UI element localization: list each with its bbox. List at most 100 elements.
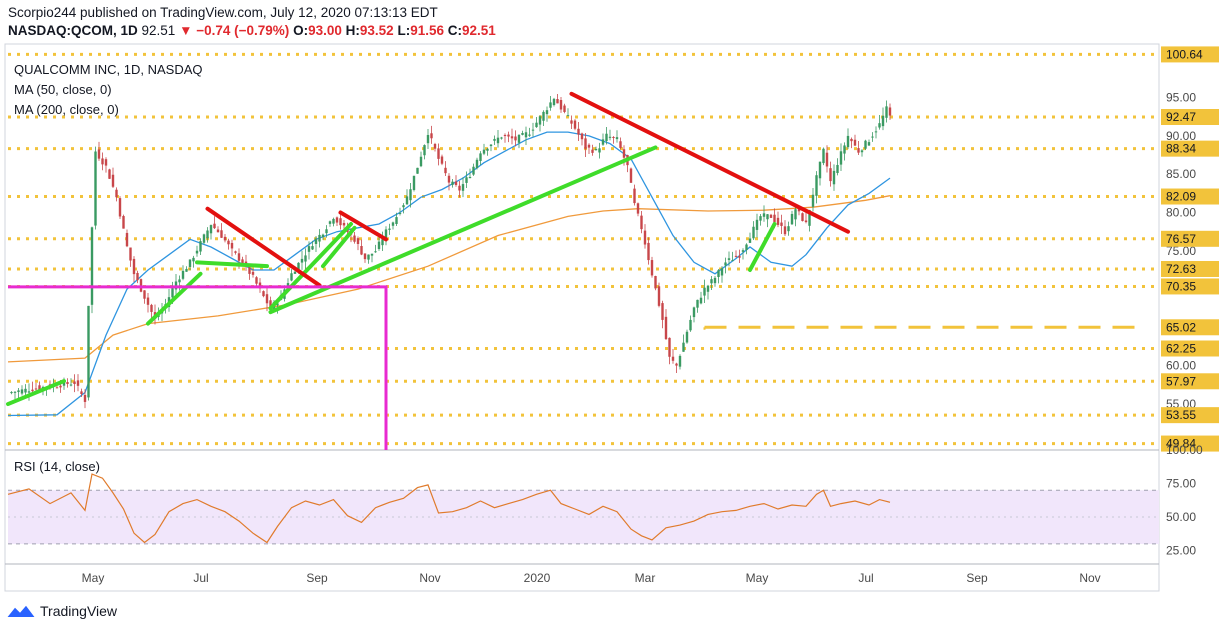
candle-body	[227, 240, 230, 245]
candle-body	[374, 251, 377, 253]
candle-body	[69, 384, 73, 386]
level-tag-label: 76.57	[1166, 232, 1196, 246]
candle-body	[346, 229, 349, 232]
chart-header: Scorpio244 published on TradingView.com,…	[8, 4, 496, 40]
low-label: L:	[397, 23, 411, 38]
level-tag	[1161, 230, 1219, 247]
candle-body	[832, 170, 836, 185]
candle-body	[409, 189, 412, 201]
rsi-label[interactable]: RSI (14, close)	[14, 459, 100, 474]
candle-body	[262, 291, 265, 297]
candle-body	[619, 141, 622, 148]
candle-body	[377, 241, 381, 249]
candle-body	[122, 216, 125, 229]
time-tick-label: Nov	[1079, 571, 1100, 585]
candle-body	[748, 238, 752, 243]
level-tag	[1161, 435, 1219, 452]
level-tag	[1161, 319, 1219, 336]
candle-body	[636, 203, 640, 214]
level-tag-label: 62.25	[1166, 342, 1196, 356]
candle-body	[570, 120, 573, 124]
time-tick-label: Mar	[635, 571, 656, 585]
candle-body	[489, 144, 493, 147]
rsi-tick-label: 25.00	[1166, 544, 1196, 558]
candle-body	[731, 260, 734, 262]
candle-body	[129, 247, 132, 261]
price-tick-label: 95.00	[1166, 91, 1196, 105]
candle-body	[276, 303, 279, 306]
candle-body	[503, 134, 507, 137]
candle-body	[388, 228, 391, 230]
candle-body	[836, 164, 839, 174]
candle-body	[265, 294, 269, 304]
candle-body	[104, 159, 108, 166]
level-tag-label: 70.35	[1166, 279, 1196, 293]
series-title[interactable]: QUALCOMM INC, 1D, NASDAQ	[14, 62, 203, 77]
time-tick-label: Sep	[966, 571, 988, 585]
time-tick-label: May	[746, 571, 769, 585]
candle-body	[696, 299, 699, 308]
time-tick-label: Jul	[858, 571, 873, 585]
uptrend-line	[268, 222, 353, 311]
candle-body	[181, 270, 185, 279]
candle-body	[633, 188, 636, 204]
candle-body	[888, 107, 892, 116]
candle-body	[808, 209, 811, 226]
candle-body	[521, 133, 524, 135]
ma200-label[interactable]: MA (200, close, 0)	[14, 102, 119, 117]
candle-body	[451, 181, 454, 185]
candle-body	[216, 229, 220, 233]
uptrend-line	[146, 271, 203, 326]
candle-body	[685, 331, 689, 343]
candle-body	[780, 222, 783, 226]
candle-body	[423, 145, 426, 156]
footer-brand[interactable]: TradingView	[6, 602, 117, 620]
candle-body	[94, 151, 97, 226]
candle-body	[885, 106, 888, 118]
candle-body	[293, 271, 297, 274]
candle-body	[601, 139, 605, 145]
high-value: 93.52	[359, 23, 394, 38]
candle-body	[416, 167, 419, 174]
price-change: −0.74 (−0.79%)	[196, 23, 290, 38]
open-value: 93.00	[308, 23, 342, 38]
candle-body	[818, 161, 822, 179]
candle-body	[510, 136, 514, 139]
candle-body	[97, 149, 101, 159]
candle-body	[307, 246, 311, 252]
candle-body	[412, 175, 416, 191]
level-tag-label: 88.34	[1166, 142, 1196, 156]
candle-body	[699, 297, 703, 304]
candle-body	[657, 286, 661, 306]
level-tag	[1161, 278, 1219, 295]
candle-body	[839, 151, 843, 165]
candle-body	[171, 288, 174, 298]
candle-body	[661, 303, 664, 320]
candle-body	[479, 153, 482, 161]
candle-body	[223, 236, 227, 241]
candle-body	[314, 238, 318, 244]
candle-body	[517, 134, 521, 143]
candle-body	[73, 381, 76, 384]
candle-body	[83, 394, 87, 402]
candle-body	[59, 385, 62, 388]
candle-body	[115, 189, 118, 198]
candle-body	[822, 148, 825, 164]
level-tag-label: 72.63	[1166, 262, 1196, 276]
level-tag-label: 82.09	[1166, 190, 1196, 204]
candle-body	[706, 285, 710, 292]
time-tick-label: Sep	[306, 571, 328, 585]
candle-body	[790, 213, 794, 225]
ma50-label[interactable]: MA (50, close, 0)	[14, 82, 112, 97]
candle-body	[675, 363, 678, 366]
candle-body	[304, 255, 307, 262]
candle-body	[55, 387, 59, 389]
candle-body	[650, 260, 654, 276]
candle-body	[241, 259, 244, 264]
symbol[interactable]: NASDAQ:QCOM, 1D	[8, 23, 138, 38]
symbol-quote-line: NASDAQ:QCOM, 1D 92.51 ▼ −0.74 (−0.79%) O…	[8, 22, 496, 40]
candle-body	[629, 168, 633, 183]
candle-body	[472, 166, 475, 175]
candle-body	[10, 392, 13, 394]
